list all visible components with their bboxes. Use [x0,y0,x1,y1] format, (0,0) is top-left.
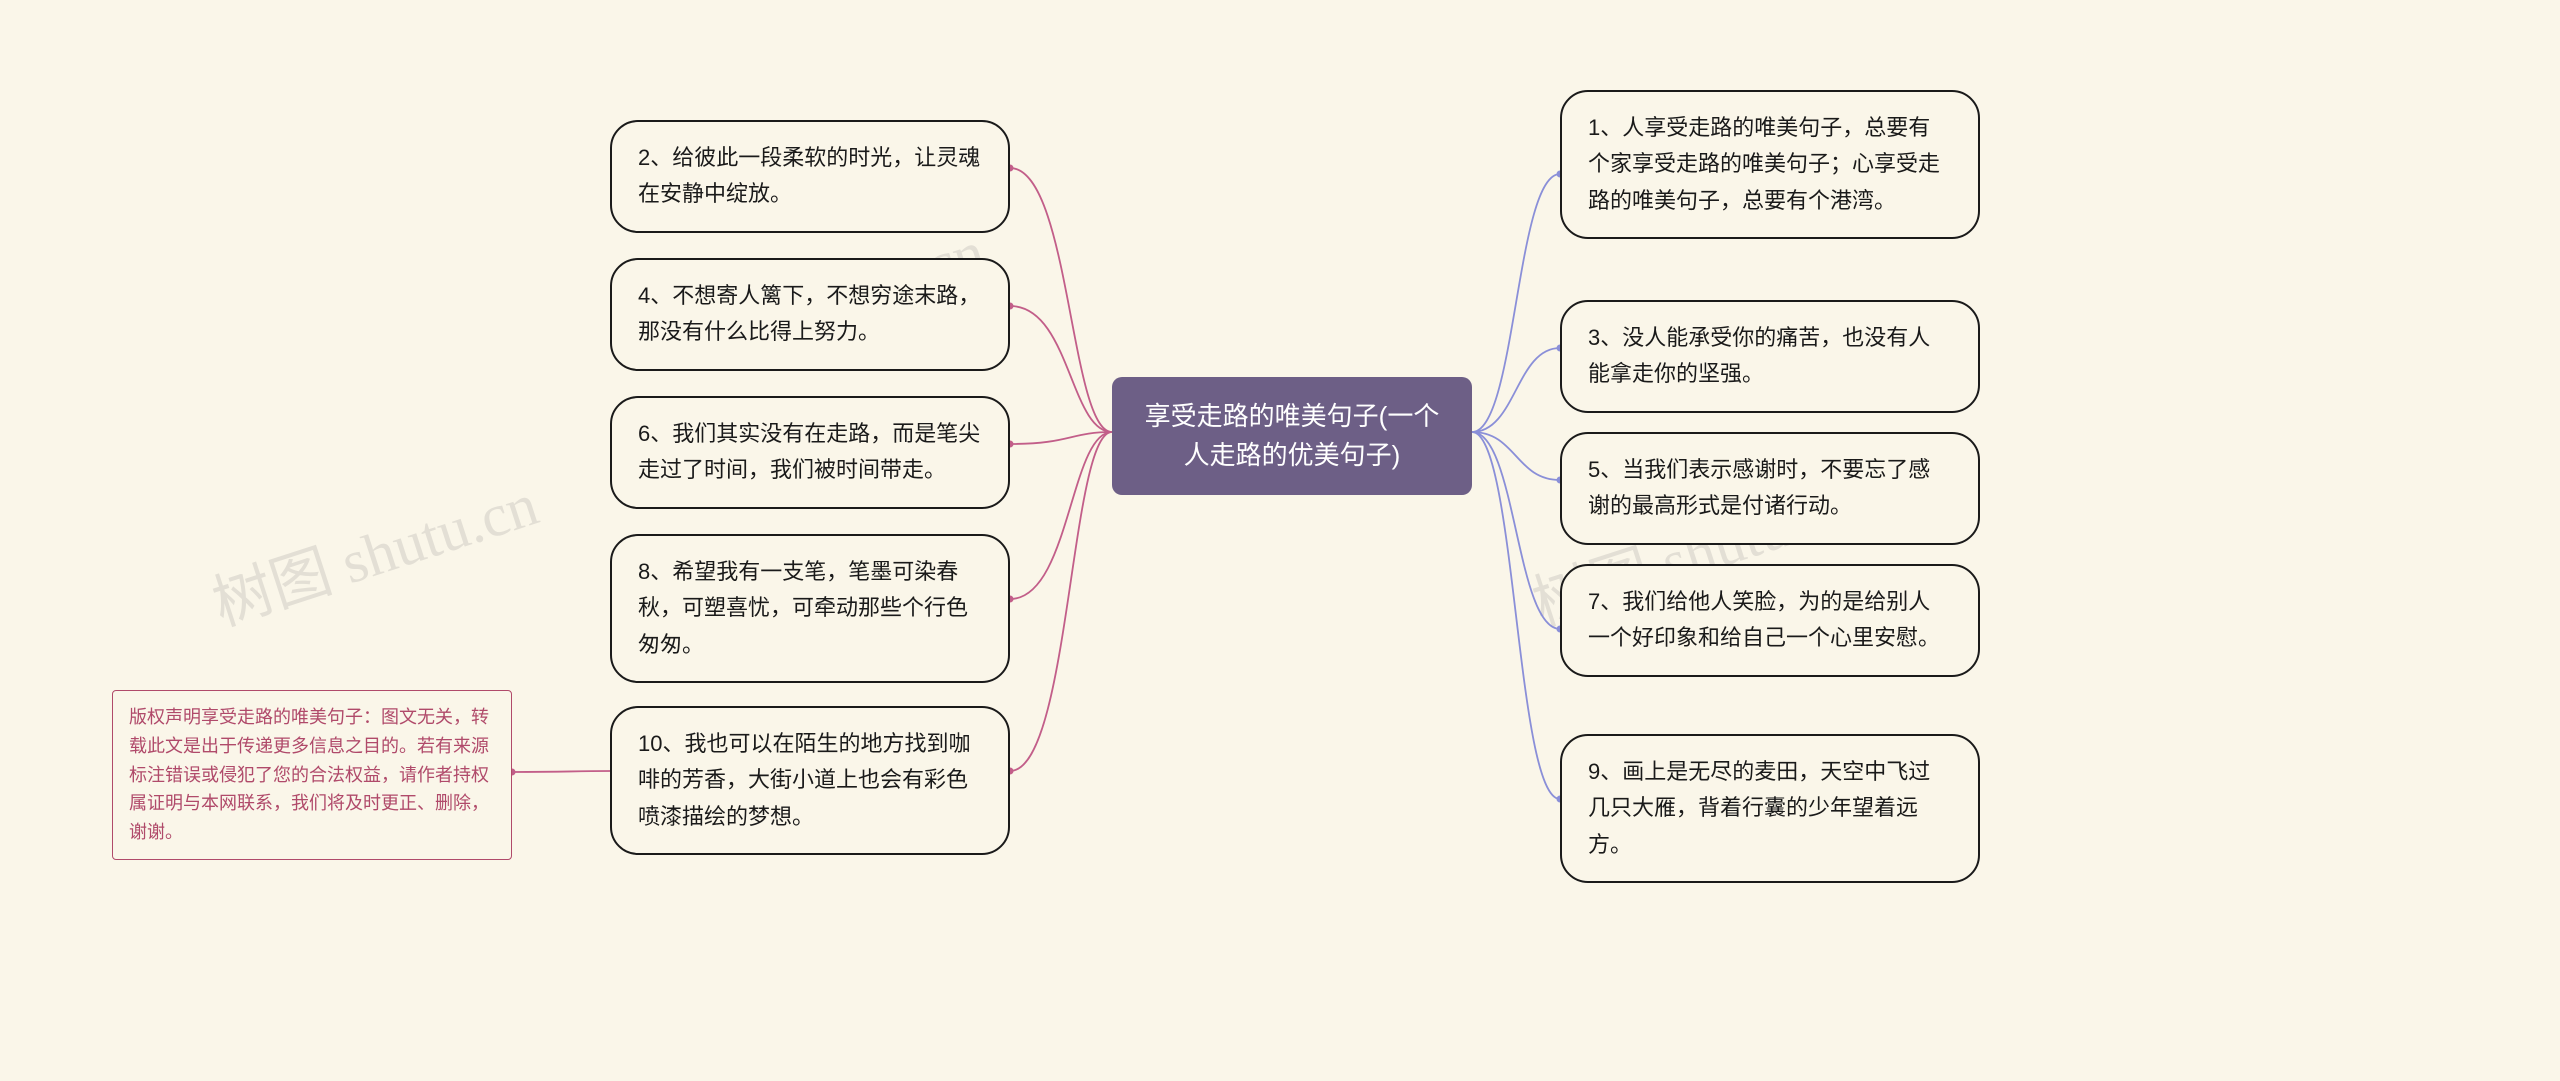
left-node-8: 8、希望我有一支笔，笔墨可染春秋，可塑喜忧，可牵动那些个行色匆匆。 [610,534,1010,683]
right-node-7: 7、我们给他人笑脸，为的是给别人一个好印象和给自己一个心里安慰。 [1560,564,1980,677]
left-node-2: 2、给彼此一段柔软的时光，让灵魂在安静中绽放。 [610,120,1010,233]
right-node-5: 5、当我们表示感谢时，不要忘了感谢的最高形式是付诸行动。 [1560,432,1980,545]
watermark-1: 树图 shutu.cn [200,456,547,643]
right-node-9: 9、画上是无尽的麦田，天空中飞过几只大雁，背着行囊的少年望着远方。 [1560,734,1980,883]
copyright-notice: 版权声明享受走路的唯美句子：图文无关，转载此文是出于传递更多信息之目的。若有来源… [112,690,512,860]
connectors-svg [0,0,2560,1081]
left-node-4: 4、不想寄人篱下，不想穷途末路，那没有什么比得上努力。 [610,258,1010,371]
left-node-10: 10、我也可以在陌生的地方找到咖啡的芳香，大街小道上也会有彩色喷漆描绘的梦想。 [610,706,1010,855]
center-node: 享受走路的唯美句子(一个人走路的优美句子) [1112,377,1472,495]
right-node-3: 3、没人能承受你的痛苦，也没有人能拿走你的坚强。 [1560,300,1980,413]
right-node-1: 1、人享受走路的唯美句子，总要有个家享受走路的唯美句子；心享受走路的唯美句子，总… [1560,90,1980,239]
left-node-6: 6、我们其实没有在走路，而是笔尖走过了时间，我们被时间带走。 [610,396,1010,509]
